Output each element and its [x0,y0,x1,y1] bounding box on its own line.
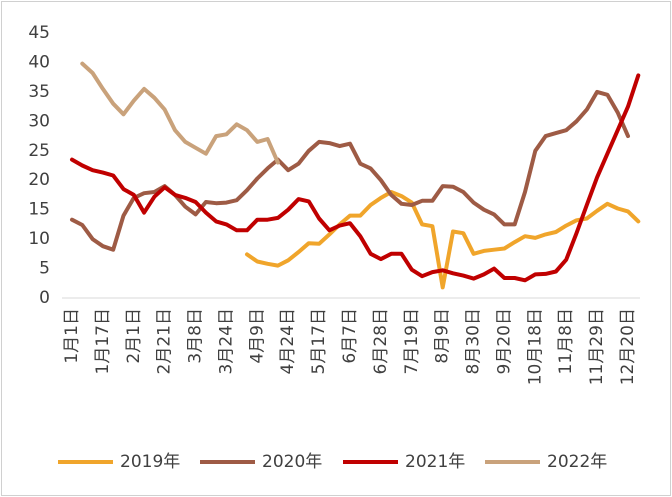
y-tick-label: 40 [28,52,50,72]
x-tick-label: 1月1日 [62,308,82,364]
y-tick-label: 20 [28,170,50,190]
legend-label: 2020年 [262,452,322,472]
y-tick-label: 5 [39,259,50,279]
x-tick-label: 7月19日 [402,308,422,374]
series-line [245,190,641,290]
x-tick-label: 3月8日 [186,308,206,364]
x-tick-label: 1月17日 [93,308,113,374]
x-tick-label: 12月20日 [618,308,638,385]
x-tick-label: 9月20日 [494,308,514,374]
series-line [70,73,641,283]
y-tick-label: 15 [28,200,50,220]
y-tick-label: 25 [28,141,50,161]
series-line [80,61,280,165]
x-tick-label: 5月17日 [309,308,329,374]
legend-label: 2022年 [547,452,607,472]
x-tick-label: 4月24日 [278,308,298,374]
y-tick-label: 10 [28,229,50,249]
x-tick-label: 6月7日 [340,308,360,364]
x-tick-label: 6月28日 [371,308,391,374]
x-tick-label: 2月21日 [155,308,175,374]
legend-label: 2019年 [120,452,180,472]
legend-label: 2021年 [405,452,465,472]
x-tick-label: 11月8日 [556,308,576,374]
y-tick-label: 0 [39,288,50,308]
x-tick-label: 11月29日 [587,308,607,385]
x-tick-label: 3月24日 [216,308,236,374]
x-tick-label: 8月9日 [433,308,453,364]
x-tick-label: 8月30日 [464,308,484,374]
x-tick-label: 4月9日 [247,308,267,364]
y-tick-label: 30 [28,111,50,131]
x-tick-label: 2月1日 [124,308,144,364]
y-tick-label: 35 [28,82,50,102]
y-tick-label: 45 [28,23,50,43]
x-tick-label: 10月18日 [525,308,545,385]
